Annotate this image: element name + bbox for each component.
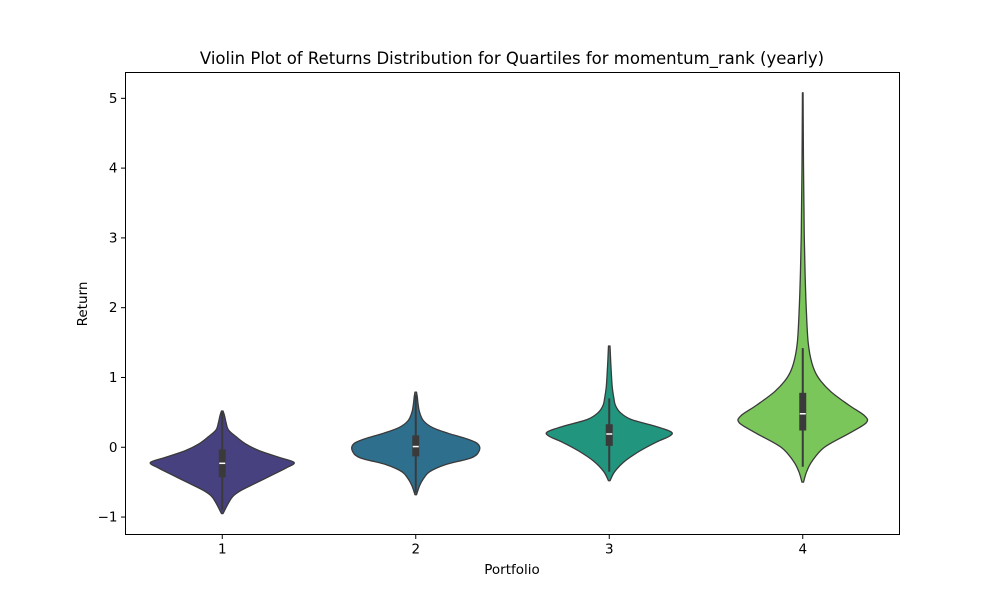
violin-body bbox=[737, 92, 869, 483]
x-axis: 1 2 3 4 bbox=[218, 534, 807, 558]
y-tick-label: 5 bbox=[109, 91, 118, 107]
y-axis: −1 0 1 2 3 4 5 bbox=[98, 91, 126, 526]
chart-title: Violin Plot of Returns Distribution for … bbox=[200, 49, 824, 69]
y-tick-label: 2 bbox=[109, 300, 118, 316]
iqr-box bbox=[799, 392, 807, 431]
x-axis-label: Portfolio bbox=[484, 562, 540, 578]
violin-group bbox=[545, 345, 673, 482]
y-axis-label: Return bbox=[75, 282, 91, 327]
violin-group bbox=[737, 92, 869, 483]
iqr-box bbox=[605, 424, 613, 446]
x-tick-label: 1 bbox=[218, 542, 227, 558]
x-tick-label: 2 bbox=[411, 542, 420, 558]
violin-group bbox=[149, 410, 295, 515]
y-tick-label: 0 bbox=[109, 440, 118, 456]
y-tick-label: −1 bbox=[98, 510, 118, 526]
violins-layer bbox=[149, 92, 869, 515]
x-tick-label: 4 bbox=[798, 542, 807, 558]
y-tick-label: 3 bbox=[109, 230, 118, 246]
x-tick-label: 3 bbox=[605, 542, 614, 558]
y-tick-label: 4 bbox=[109, 161, 118, 177]
y-tick-label: 1 bbox=[109, 370, 118, 386]
plot-frame bbox=[125, 72, 900, 535]
violin-group bbox=[351, 391, 481, 496]
